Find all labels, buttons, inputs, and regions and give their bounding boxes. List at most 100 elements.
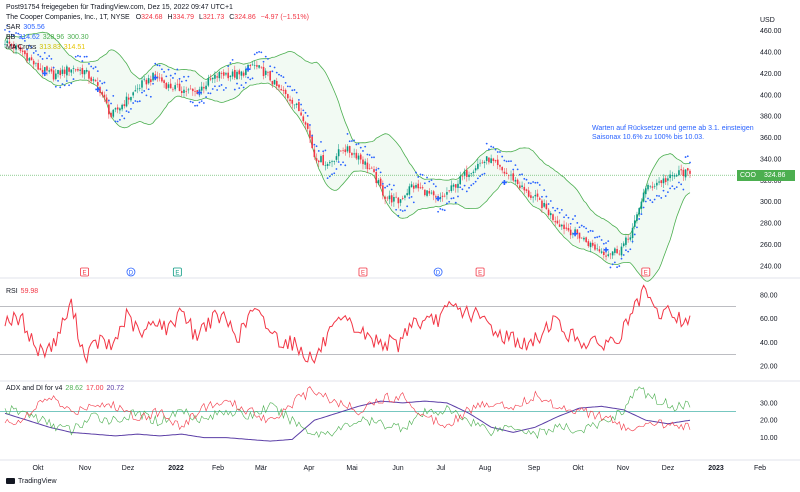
sar-dot (125, 110, 128, 113)
candle-body (320, 156, 322, 163)
sar-dot (269, 65, 272, 68)
candle-body (563, 224, 565, 230)
rsi-line (4, 284, 691, 364)
rsi-tick-label: 60.00 (760, 316, 778, 323)
sar-dot (214, 85, 216, 88)
candle-body (304, 122, 307, 125)
sar-dot (304, 111, 307, 114)
sar-dot (518, 173, 521, 176)
price-tick-label: 340.00 (760, 156, 782, 163)
sar-dot (633, 233, 636, 236)
sar-dot (68, 84, 70, 87)
sar-dot (156, 64, 159, 67)
candle-body (373, 169, 375, 173)
candle-body (481, 162, 484, 164)
time-tick-label: Feb (212, 465, 224, 472)
rsi-legend[interactable]: RSI 59.98 (6, 288, 39, 295)
candle-body (59, 70, 62, 76)
candle-body (150, 79, 152, 83)
adx-legend[interactable]: ADX and DI for v4 28.62 17.00 20.72 (6, 385, 125, 392)
candle-body (353, 153, 355, 155)
price-tick-label: 380.00 (760, 114, 782, 121)
sar-dot (313, 143, 316, 146)
adx-tick-label: 30.00 (760, 400, 778, 407)
earnings-marker-label: E (83, 270, 87, 276)
sar-dot (220, 84, 223, 86)
sar-dot (428, 180, 431, 183)
price-tick-label: 420.00 (760, 71, 782, 78)
candle-body (55, 73, 57, 80)
candle-body (267, 72, 269, 73)
bb-legend[interactable]: BB 314.62 328.96 300.30 (6, 34, 89, 41)
candle-body (269, 71, 271, 81)
earnings-marker (172, 267, 182, 277)
candle-body (538, 198, 541, 200)
candle-body (675, 174, 678, 177)
candle-body (238, 70, 241, 75)
candle-body (408, 186, 411, 195)
sar-dot (622, 254, 625, 256)
candle-body (594, 244, 596, 250)
sar-dot (141, 91, 143, 94)
candle-body (616, 248, 618, 254)
sar-dot (574, 215, 576, 217)
sar-dot (658, 195, 660, 197)
sar-dot (326, 177, 329, 180)
sar-dot (611, 263, 614, 266)
sar-dot (10, 33, 13, 36)
candle-body (77, 68, 79, 71)
candle-body (636, 214, 638, 221)
candle-body (39, 68, 42, 70)
chart-annotation[interactable]: Warten auf Rücksetzer und gerne ab 3.1. … (592, 125, 754, 141)
sar-dot (227, 65, 230, 68)
sar-dot (309, 124, 311, 126)
candle-body (490, 158, 492, 163)
dividend-marker (433, 267, 443, 277)
sar-dot (233, 88, 236, 91)
sar-dot (675, 186, 678, 189)
candle-body (499, 164, 501, 167)
sar-dot (127, 111, 130, 113)
sar-dot (457, 195, 459, 198)
candle-body (154, 74, 157, 76)
sar-dot (434, 185, 437, 188)
sar-dot (110, 102, 112, 105)
sar-legend[interactable]: SAR 305.56 (6, 24, 45, 31)
candle-body (583, 237, 585, 240)
candle-body (30, 57, 33, 61)
candle-body (287, 94, 289, 99)
sar-dot (116, 120, 119, 123)
candle-body (114, 108, 117, 110)
sar-dot (510, 160, 512, 162)
candle-body (4, 44, 6, 45)
sar-dot (393, 184, 395, 187)
candle-body (340, 150, 342, 152)
sar-dot (501, 155, 504, 158)
macross-legend[interactable]: MA Cross 313.83 314.51 (6, 44, 86, 51)
sar-dot (556, 207, 559, 210)
symbol-title: The Cooper Companies, Inc., 1T, NYSE (6, 14, 130, 21)
sar-dot (397, 214, 400, 217)
sar-dot (324, 149, 327, 152)
price-tick-label: 400.00 (760, 92, 782, 99)
sar-dot (379, 171, 382, 174)
candle-body (240, 71, 243, 76)
symbol-legend[interactable]: The Cooper Companies, Inc., 1T, NYSE O32… (6, 14, 309, 21)
ma-cross-marker (95, 86, 101, 92)
candle-body (28, 58, 31, 61)
sar-dot (474, 180, 477, 183)
sar-dot (602, 242, 605, 245)
tradingview-footer[interactable]: TradingView (6, 478, 57, 485)
sar-dot (273, 66, 276, 69)
sar-dot (278, 73, 280, 76)
candle-body (516, 179, 519, 185)
sar-dot (671, 185, 674, 188)
sar-dot (63, 84, 66, 87)
candle-body (24, 50, 26, 55)
sar-dot (286, 85, 289, 88)
candle-body (660, 180, 663, 184)
sar-dot (605, 242, 607, 244)
sar-dot (260, 51, 263, 54)
sar-dot (52, 66, 55, 69)
